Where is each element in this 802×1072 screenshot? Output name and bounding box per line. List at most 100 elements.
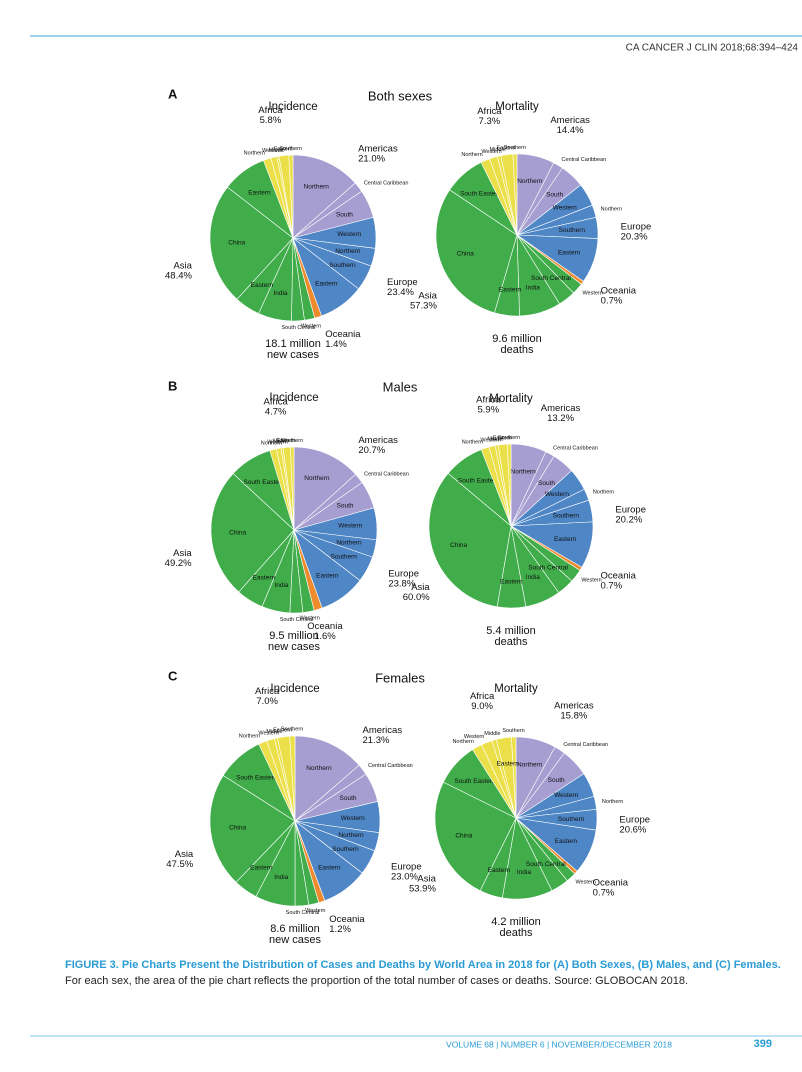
slice-label: Western — [262, 148, 282, 154]
slice-label: Middle — [273, 439, 289, 445]
region-label: Americas — [541, 403, 581, 414]
slice-label: Middle — [490, 147, 506, 153]
slice-label: Northern — [239, 734, 260, 740]
region-label: Oceania — [600, 570, 636, 581]
total-label: new cases — [269, 934, 321, 946]
slice-label: Southern — [502, 728, 524, 734]
region-percent: 7.3% — [479, 116, 501, 127]
region-group — [480, 153, 518, 236]
total-label: 8.6 million — [270, 923, 320, 935]
region-group — [434, 749, 576, 900]
region-percent: 1.2% — [329, 924, 351, 935]
region-group — [263, 154, 294, 239]
slice-label: Western — [554, 792, 578, 799]
slice-label: Western — [581, 577, 601, 583]
slice-label: Eastern — [253, 574, 276, 581]
region-percent: 57.3% — [410, 300, 437, 311]
slice-label: Southern — [559, 227, 586, 234]
region-group — [510, 443, 572, 527]
region-percent: 5.9% — [478, 405, 500, 416]
slice — [434, 781, 517, 892]
slice-label: Northern — [602, 799, 623, 805]
region-group — [509, 470, 594, 568]
slice-label: Western — [305, 908, 325, 914]
slice-label: China — [229, 529, 246, 536]
region-label: Europe — [619, 815, 650, 826]
slice-label: Western — [341, 815, 365, 822]
slice-label: Northern — [511, 468, 537, 475]
slice-label: Southern — [281, 727, 303, 733]
slice-label: Middle — [484, 731, 500, 737]
slice-label: South Eastern — [454, 778, 496, 785]
total-label: 18.1 million — [265, 338, 321, 350]
region-group — [258, 735, 296, 822]
slice-label: Eastern — [250, 865, 273, 872]
pie-title: Mortality — [495, 101, 539, 113]
slice-label: South — [546, 191, 563, 198]
slice-label: South — [340, 795, 357, 802]
panel-letter: B — [168, 378, 177, 393]
slice-label: Southern — [504, 145, 526, 151]
slice-label: Western — [464, 734, 484, 740]
slice-label: India — [526, 574, 540, 581]
region-group — [292, 216, 377, 317]
region-group — [515, 773, 598, 872]
region-label: Africa — [255, 686, 280, 697]
slice — [210, 473, 295, 593]
slice — [511, 736, 517, 819]
slice-label: Eastern — [497, 146, 516, 152]
slice-label: South Eastern — [243, 479, 285, 486]
total-label: 9.5 million — [269, 630, 319, 642]
slice-label: Eastern — [493, 435, 512, 441]
slice-label: Southern — [558, 816, 585, 823]
slice-label: Western — [267, 439, 287, 445]
region-percent: 23.4% — [387, 287, 414, 298]
slice-label: Southern — [332, 846, 359, 853]
slice-label: Northern — [517, 178, 543, 185]
slice-label: Southern — [280, 146, 302, 152]
slice — [209, 186, 294, 300]
region-label: Americas — [358, 435, 398, 446]
slice-label: Northern — [461, 152, 482, 158]
slice-label: India — [517, 869, 531, 876]
slice-label: Western — [258, 731, 278, 737]
slice-label: Southern — [331, 553, 358, 560]
region-label: Asia — [411, 582, 430, 593]
slice-label: Northern — [338, 832, 364, 839]
slice — [435, 189, 518, 314]
panel-letter: C — [168, 668, 178, 683]
slice-label: Northern — [593, 490, 614, 496]
slice-label: South Eastern — [460, 190, 502, 197]
slice-label: Northern — [304, 475, 330, 482]
region-group — [209, 160, 316, 322]
region-label: Africa — [476, 395, 501, 406]
region-group — [480, 443, 512, 527]
slice-label: Southern — [553, 512, 580, 519]
slice — [209, 775, 296, 883]
slice-label: Eastern — [315, 280, 338, 287]
region-label: Oceania — [307, 621, 343, 632]
slice-label: China — [455, 832, 472, 839]
total-label: new cases — [268, 641, 320, 653]
slice-label: Central Caribbean — [553, 446, 598, 452]
slice-label: Northern — [336, 539, 362, 546]
slice-label: India — [273, 290, 287, 297]
slice-label: Eastern — [558, 249, 581, 256]
region-percent: 49.2% — [165, 558, 192, 569]
region-group — [472, 736, 517, 819]
slice-label: Eastern — [488, 867, 511, 874]
slice-label: Northern — [462, 439, 483, 445]
slice-label: South Central — [526, 861, 566, 868]
region-group — [293, 507, 378, 609]
slice-label: South — [538, 480, 555, 487]
slice-label: Western — [480, 437, 500, 443]
region-percent: 4.7% — [265, 406, 287, 417]
region-label: Oceania — [593, 877, 629, 888]
slice-label: South Central — [531, 275, 571, 282]
total-label: deaths — [494, 636, 528, 648]
region-label: Asia — [175, 849, 194, 860]
slice-label: South Central — [528, 564, 568, 571]
region-percent: 7.0% — [256, 696, 278, 707]
slice-label: Western — [553, 204, 577, 211]
